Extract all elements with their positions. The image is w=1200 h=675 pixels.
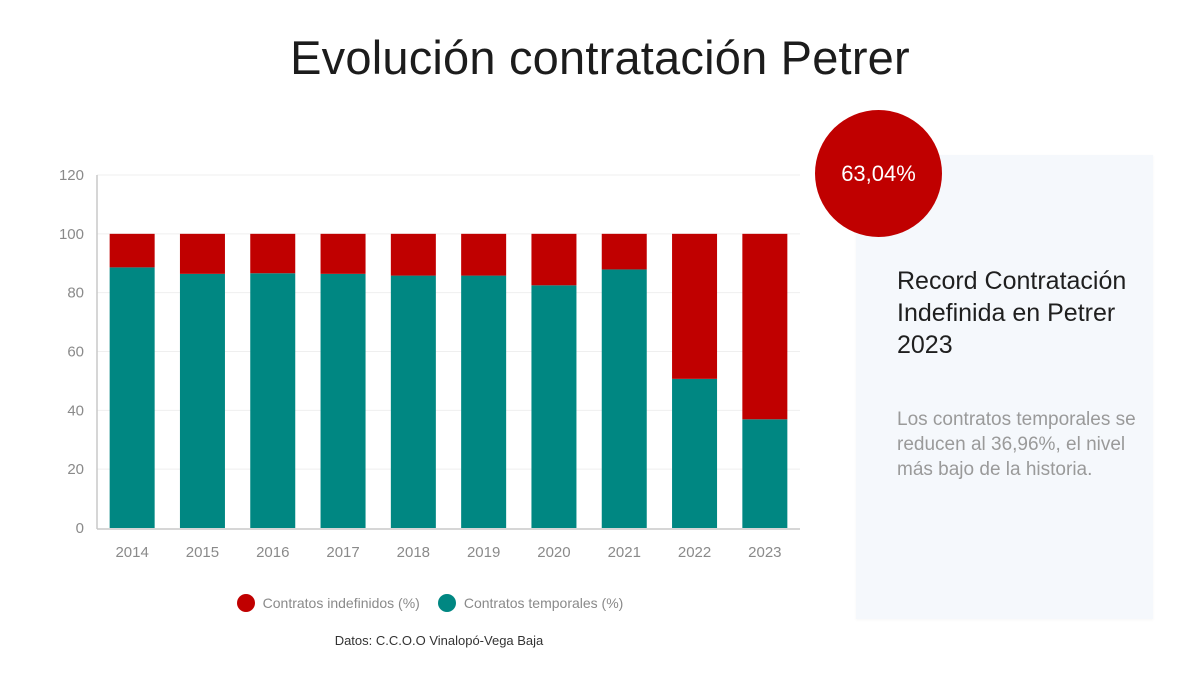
legend-dot-icon (437, 594, 456, 612)
x-tick-label: 2021 (608, 544, 641, 561)
legend-dot-icon (236, 594, 255, 612)
highlight-panel: Record Contratación Indefinida en Petrer… (856, 155, 1153, 619)
y-tick-label: 40 (67, 402, 84, 419)
y-tick-label: 20 (67, 461, 84, 478)
bar-temporales-2017[interactable] (320, 273, 366, 528)
bar-indefinidos-2016[interactable] (250, 233, 296, 274)
x-tick-label: 2020 (537, 544, 570, 561)
bar-temporales-2019[interactable] (461, 275, 507, 528)
bar-indefinidos-2018[interactable] (390, 233, 436, 276)
bar-temporales-2015[interactable] (179, 273, 225, 528)
y-tick-label: 0 (76, 520, 84, 537)
y-tick-labels: 0 20 40 60 80 100 120 (59, 167, 84, 537)
bar-indefinidos-2015[interactable] (179, 233, 225, 274)
bar-indefinidos-2022[interactable] (672, 233, 718, 379)
data-source-note: Datos: C.C.O.O Vinalopó-Vega Baja (334, 633, 544, 648)
bar-indefinidos-2023[interactable] (742, 233, 788, 420)
x-tick-label: 2016 (256, 544, 289, 561)
bar-indefinidos-2021[interactable] (601, 233, 647, 270)
panel-heading: Record Contratación Indefinida en Petrer… (897, 267, 1127, 359)
x-tick-labels: 2014 2015 2016 2017 2018 2019 2020 2021 2022 2023 (115, 544, 781, 561)
bar-indefinidos-2017[interactable] (320, 233, 366, 274)
bars (109, 233, 788, 528)
bar-temporales-2021[interactable] (601, 269, 647, 528)
percentage-badge: 63,04% (815, 110, 942, 237)
bar-indefinidos-2014[interactable] (109, 233, 155, 268)
y-tick-label: 100 (59, 226, 84, 243)
x-tick-label: 2018 (397, 544, 430, 561)
x-tick-label: 2023 (748, 544, 781, 561)
legend-label: Contratos temporales (%) (463, 595, 624, 611)
bar-temporales-2016[interactable] (250, 273, 296, 528)
x-tick-label: 2014 (115, 544, 148, 561)
x-tick-label: 2022 (678, 544, 711, 561)
legend-item-indefinidos[interactable]: Contratos indefinidos (%) (236, 594, 420, 612)
legend-label: Contratos indefinidos (%) (262, 595, 420, 611)
x-tick-label: 2017 (326, 544, 359, 561)
legend-item-temporales[interactable]: Contratos temporales (%) (437, 594, 624, 612)
bar-temporales-2022[interactable] (672, 378, 718, 528)
bar-indefinidos-2020[interactable] (531, 233, 577, 286)
legend: Contratos indefinidos (%) Contratos temp… (0, 594, 860, 612)
bar-temporales-2020[interactable] (531, 285, 577, 528)
y-tick-label: 120 (59, 167, 84, 184)
badge-value: 63,04% (841, 160, 916, 186)
y-tick-label: 60 (67, 344, 84, 361)
bar-indefinidos-2019[interactable] (461, 233, 507, 276)
bar-temporales-2018[interactable] (390, 275, 436, 528)
bar-temporales-2023[interactable] (742, 419, 788, 528)
x-tick-label: 2015 (186, 544, 219, 561)
stacked-bar-chart: 0 20 40 60 80 100 120 2014 2015 2016 2017 2018 2019… (59, 167, 800, 561)
panel-body: Los contratos temporales se reducen al 3… (897, 409, 1136, 480)
y-tick-label: 80 (67, 285, 84, 302)
axes (96, 175, 800, 530)
page-title: Evolución contratación Petrer (290, 31, 910, 84)
bar-temporales-2014[interactable] (109, 267, 155, 528)
x-tick-label: 2019 (467, 544, 500, 561)
